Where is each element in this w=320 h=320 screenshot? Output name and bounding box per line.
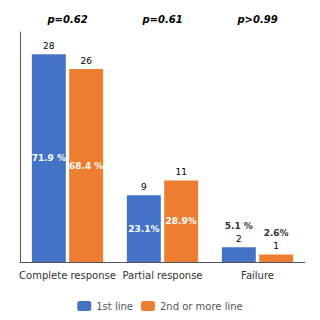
svg-text:11: 11 <box>175 167 186 177</box>
svg-text:p=0.62: p=0.62 <box>46 14 87 25</box>
svg-text:28: 28 <box>43 41 55 51</box>
svg-text:1st line: 1st line <box>96 301 133 312</box>
svg-text:9: 9 <box>141 182 147 192</box>
svg-text:p=0.61: p=0.61 <box>141 14 182 25</box>
svg-text:Partial response: Partial response <box>122 270 202 281</box>
svg-text:Complete response: Complete response <box>19 270 116 281</box>
svg-text:p>0.99: p>0.99 <box>236 14 277 25</box>
svg-text:68.4 %: 68.4 % <box>69 161 103 171</box>
svg-text:26: 26 <box>80 56 92 66</box>
svg-text:71.9 %: 71.9 % <box>32 153 66 163</box>
svg-text:2.6%: 2.6% <box>264 228 289 238</box>
svg-text:23.1%: 23.1% <box>128 224 159 234</box>
svg-text:2: 2 <box>236 234 242 244</box>
svg-text:2nd or more line: 2nd or more line <box>160 301 243 312</box>
svg-text:28.9%: 28.9% <box>166 216 197 226</box>
svg-text:5.1 %: 5.1 % <box>225 221 253 231</box>
svg-text:Failure: Failure <box>241 270 274 281</box>
svg-text:1: 1 <box>273 241 279 251</box>
